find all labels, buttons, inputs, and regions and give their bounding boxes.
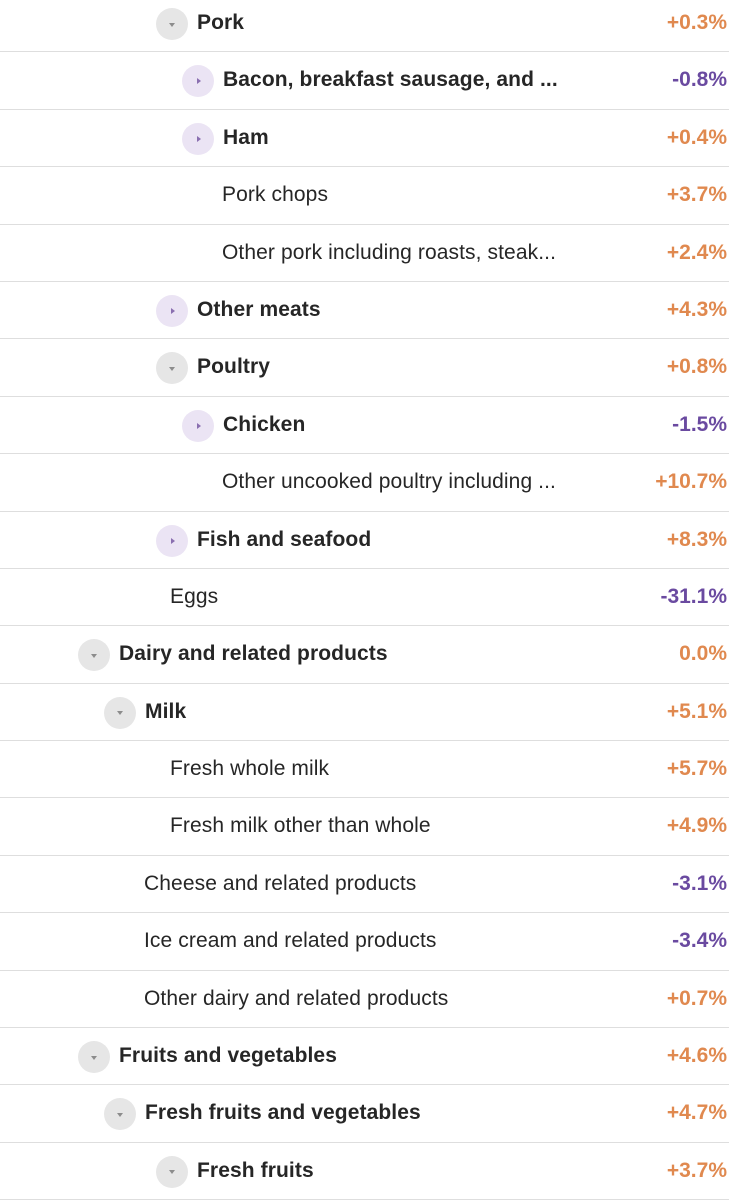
percent-change-value: 0.0% — [679, 642, 727, 666]
list-item[interactable]: Pork +0.3% — [0, 0, 729, 53]
percent-change-value: +0.4% — [666, 125, 727, 149]
category-label: Chicken — [223, 412, 306, 436]
percent-change-value: +0.3% — [666, 11, 727, 34]
category-label: Fresh milk other than whole — [170, 814, 431, 838]
category-label: Eggs — [170, 584, 219, 608]
expand-toggle-button[interactable] — [182, 122, 214, 155]
collapse-toggle-button[interactable] — [78, 639, 110, 672]
percent-change-value: +3.7% — [666, 183, 727, 207]
expand-toggle-button[interactable] — [182, 65, 214, 98]
caret-right-icon — [170, 307, 175, 314]
category-label: Other uncooked poultry including ... — [222, 470, 556, 494]
category-label: Poultry — [197, 355, 271, 379]
caret-down-icon — [169, 22, 175, 27]
list-item: Cheese and related products -3.1% — [0, 856, 729, 914]
category-label: Dairy and related products — [119, 642, 388, 666]
percent-change-value: +4.7% — [666, 1101, 727, 1125]
percent-change-value: -3.4% — [672, 929, 727, 953]
caret-right-icon — [196, 78, 201, 85]
category-label: Fish and seafood — [197, 527, 372, 551]
list-item[interactable]: Chicken -1.5% — [0, 397, 729, 455]
percent-change-value: -0.8% — [672, 68, 727, 92]
list-item[interactable]: Poultry +0.8% — [0, 339, 729, 397]
expand-toggle-button[interactable] — [182, 409, 214, 442]
percent-change-value: +8.3% — [666, 527, 727, 551]
caret-down-icon — [91, 653, 97, 658]
caret-down-icon — [169, 1170, 175, 1175]
percent-change-value: -1.5% — [672, 412, 727, 436]
category-label: Bacon, breakfast sausage, and ... — [223, 68, 558, 92]
list-item: Other dairy and related products +0.7% — [0, 971, 729, 1029]
list-item: Fresh whole milk +5.7% — [0, 741, 729, 799]
category-label: Fresh whole milk — [170, 757, 330, 781]
collapse-toggle-button[interactable] — [104, 696, 136, 729]
category-label: Ham — [223, 125, 269, 149]
category-label: Ice cream and related products — [144, 929, 437, 953]
category-label: Pork chops — [222, 183, 329, 207]
collapse-toggle-button[interactable] — [156, 352, 188, 385]
category-label: Fresh fruits — [197, 1158, 314, 1182]
category-label: Pork — [197, 11, 245, 34]
list-item[interactable]: Fruits and vegetables +4.6% — [0, 1028, 729, 1086]
percent-change-value: +4.9% — [666, 814, 727, 838]
expand-toggle-button[interactable] — [156, 294, 188, 327]
category-label: Fresh fruits and vegetables — [145, 1101, 421, 1125]
caret-down-icon — [117, 711, 123, 716]
caret-right-icon — [170, 537, 175, 544]
percent-change-value: +5.7% — [666, 757, 727, 781]
list-item: Fresh milk other than whole +4.9% — [0, 798, 729, 856]
list-item: Ice cream and related products -3.4% — [0, 913, 729, 971]
category-label: Other meats — [197, 297, 321, 321]
collapse-toggle-button[interactable] — [156, 8, 188, 40]
caret-down-icon — [169, 366, 175, 371]
expand-toggle-button[interactable] — [156, 524, 188, 557]
category-label: Cheese and related products — [144, 871, 417, 895]
percent-change-value: +3.7% — [666, 1158, 727, 1182]
list-item[interactable]: Bacon, breakfast sausage, and ... -0.8% — [0, 52, 729, 110]
percent-change-value: +5.1% — [666, 699, 727, 723]
caret-right-icon — [196, 422, 201, 429]
percent-change-value: +0.8% — [666, 355, 727, 379]
list-item[interactable]: Milk +5.1% — [0, 684, 729, 742]
list-item[interactable]: Fresh fruits +3.7% — [0, 1143, 729, 1200]
list-item[interactable]: Fish and seafood +8.3% — [0, 512, 729, 569]
list-item: Eggs -31.1% — [0, 569, 729, 627]
percent-change-value: +0.7% — [666, 986, 727, 1010]
collapse-toggle-button[interactable] — [104, 1098, 136, 1131]
percent-change-value: +4.6% — [666, 1044, 727, 1068]
collapse-toggle-button[interactable] — [78, 1041, 110, 1074]
list-item[interactable]: Ham +0.4% — [0, 110, 729, 168]
collapse-toggle-button[interactable] — [156, 1155, 188, 1188]
list-item[interactable]: Other meats +4.3% — [0, 282, 729, 340]
caret-right-icon — [196, 135, 201, 142]
list-item[interactable]: Dairy and related products 0.0% — [0, 626, 729, 684]
caret-down-icon — [91, 1055, 97, 1060]
caret-down-icon — [117, 1112, 123, 1117]
category-label: Milk — [145, 699, 187, 723]
percent-change-value: -31.1% — [660, 584, 727, 608]
list-item: Pork chops +3.7% — [0, 167, 729, 225]
category-label: Other pork including roasts, steak... — [222, 240, 557, 264]
percent-change-value: +2.4% — [666, 240, 727, 264]
category-label: Fruits and vegetables — [119, 1044, 337, 1068]
percent-change-value: -3.1% — [672, 871, 727, 895]
list-item: Other uncooked poultry including ... +10.… — [0, 454, 729, 512]
percent-change-value: +4.3% — [666, 297, 727, 321]
list-item: Other pork including roasts, steak... +2.… — [0, 225, 729, 282]
category-label: Other dairy and related products — [144, 986, 449, 1010]
percent-change-value: +10.7% — [655, 470, 727, 494]
list-item[interactable]: Fresh fruits and vegetables +4.7% — [0, 1085, 729, 1143]
